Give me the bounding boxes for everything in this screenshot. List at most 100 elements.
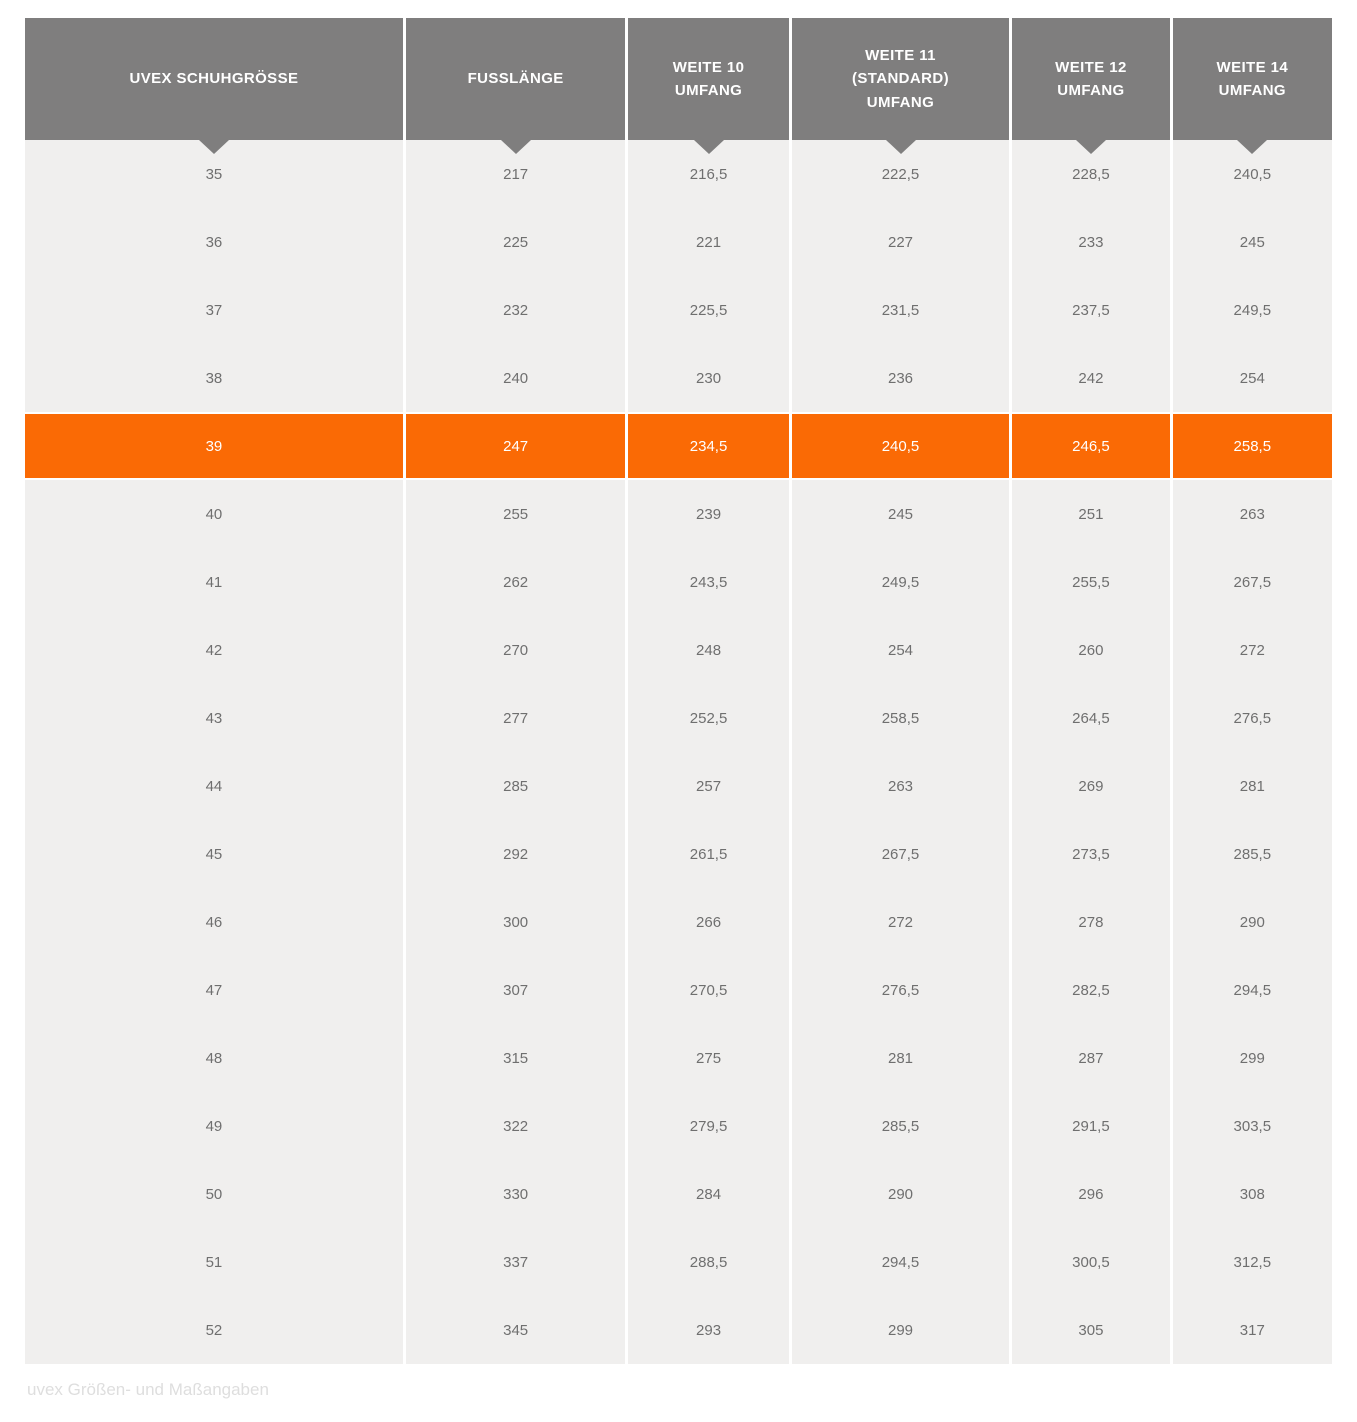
- table-cell: 240,5: [791, 414, 1010, 478]
- size-table: UVEX SCHUHGRÖSSE FUSSLÄNGE WEITE 10 UMFA…: [25, 18, 1332, 1364]
- table-cell: 281: [1172, 752, 1332, 820]
- table-cell: 315: [405, 1024, 626, 1092]
- table-row-highlighted: 39 247 234,5 240,5 246,5 258,5: [25, 412, 1332, 480]
- column-header-weite-10-umfang: WEITE 10 UMFANG: [628, 18, 789, 140]
- table-cell: 254: [1172, 344, 1332, 412]
- table-cell: 330: [405, 1160, 626, 1228]
- table-cell: 44: [25, 752, 403, 820]
- table-cell: 275: [628, 1024, 789, 1092]
- table-cell: 49: [25, 1092, 403, 1160]
- table-cell: 38: [25, 344, 403, 412]
- table-cell: 249,5: [1172, 276, 1332, 344]
- table-cell: 37: [25, 276, 403, 344]
- table-row: 41 262 243,5 249,5 255,5 267,5: [25, 548, 1332, 616]
- table-row: 40 255 239 245 251 263: [25, 480, 1332, 548]
- table-cell: 252,5: [628, 684, 789, 752]
- table-cell: 243,5: [628, 548, 789, 616]
- table-row: 47 307 270,5 276,5 282,5 294,5: [25, 956, 1332, 1024]
- table-cell: 276,5: [791, 956, 1010, 1024]
- table-cell: 255: [405, 480, 626, 548]
- table-cell: 317: [1172, 1296, 1332, 1364]
- table-cell: 248: [628, 616, 789, 684]
- table-cell: 303,5: [1172, 1092, 1332, 1160]
- table-cell: 270,5: [628, 956, 789, 1024]
- table-cell: 261,5: [628, 820, 789, 888]
- table-cell: 296: [1012, 1160, 1170, 1228]
- table-cell: 228,5: [1012, 140, 1170, 208]
- table-cell: 300: [405, 888, 626, 956]
- table-row: 45 292 261,5 267,5 273,5 285,5: [25, 820, 1332, 888]
- table-cell: 231,5: [791, 276, 1010, 344]
- column-header-weite-11-standard-umfang: WEITE 11 (STANDARD) UMFANG: [791, 18, 1010, 140]
- table-cell: 299: [791, 1296, 1010, 1364]
- table-cell: 258,5: [791, 684, 1010, 752]
- table-row: 36 225 221 227 233 245: [25, 208, 1332, 276]
- table-cell: 263: [1172, 480, 1332, 548]
- table-cell: 308: [1172, 1160, 1332, 1228]
- table-cell: 293: [628, 1296, 789, 1364]
- table-cell: 41: [25, 548, 403, 616]
- table-cell: 260: [1012, 616, 1170, 684]
- table-cell: 40: [25, 480, 403, 548]
- table-cell: 273,5: [1012, 820, 1170, 888]
- table-cell: 45: [25, 820, 403, 888]
- table-row: 52 345 293 299 305 317: [25, 1296, 1332, 1364]
- table-cell: 234,5: [628, 414, 789, 478]
- table-cell: 236: [791, 344, 1010, 412]
- table-cell: 245: [791, 480, 1010, 548]
- table-cell: 285,5: [791, 1092, 1010, 1160]
- table-cell: 282,5: [1012, 956, 1170, 1024]
- table-cell: 240: [405, 344, 626, 412]
- table-cell: 225,5: [628, 276, 789, 344]
- table-cell: 51: [25, 1228, 403, 1296]
- table-cell: 294,5: [791, 1228, 1010, 1296]
- table-cell: 299: [1172, 1024, 1332, 1092]
- table-cell: 221: [628, 208, 789, 276]
- table-cell: 294,5: [1172, 956, 1332, 1024]
- table-cell: 345: [405, 1296, 626, 1364]
- table-cell: 290: [791, 1160, 1010, 1228]
- column-header-weite-14-umfang: WEITE 14 UMFANG: [1172, 18, 1332, 140]
- table-cell: 277: [405, 684, 626, 752]
- table-cell: 300,5: [1012, 1228, 1170, 1296]
- table-cell: 312,5: [1172, 1228, 1332, 1296]
- table-cell: 43: [25, 684, 403, 752]
- table-cell: 290: [1172, 888, 1332, 956]
- table-cell: 264,5: [1012, 684, 1170, 752]
- table-cell: 36: [25, 208, 403, 276]
- table-cell: 322: [405, 1092, 626, 1160]
- table-cell: 262: [405, 548, 626, 616]
- table-cell: 237,5: [1012, 276, 1170, 344]
- table-cell: 47: [25, 956, 403, 1024]
- table-cell: 50: [25, 1160, 403, 1228]
- table-cell: 257: [628, 752, 789, 820]
- table-cell: 254: [791, 616, 1010, 684]
- table-row: 46 300 266 272 278 290: [25, 888, 1332, 956]
- table-cell: 285: [405, 752, 626, 820]
- table-cell: 232: [405, 276, 626, 344]
- table-cell: 337: [405, 1228, 626, 1296]
- table-cell: 247: [405, 414, 626, 478]
- table-row: 50 330 284 290 296 308: [25, 1160, 1332, 1228]
- column-header-fusslaenge: FUSSLÄNGE: [405, 18, 626, 140]
- table-cell: 216,5: [628, 140, 789, 208]
- table-cell: 266: [628, 888, 789, 956]
- table-cell: 251: [1012, 480, 1170, 548]
- table-cell: 46: [25, 888, 403, 956]
- table-cell: 39: [25, 414, 403, 478]
- table-caption: uvex Größen- und Maßangaben: [27, 1380, 269, 1399]
- column-header-weite-12-umfang: WEITE 12 UMFANG: [1012, 18, 1170, 140]
- table-cell: 284: [628, 1160, 789, 1228]
- table-row: 38 240 230 236 242 254: [25, 344, 1332, 412]
- table-cell: 42: [25, 616, 403, 684]
- table-cell: 245: [1172, 208, 1332, 276]
- table-cell: 288,5: [628, 1228, 789, 1296]
- table-cell: 305: [1012, 1296, 1170, 1364]
- table-cell: 270: [405, 616, 626, 684]
- table-cell: 278: [1012, 888, 1170, 956]
- table-row: 48 315 275 281 287 299: [25, 1024, 1332, 1092]
- table-cell: 292: [405, 820, 626, 888]
- table-cell: 48: [25, 1024, 403, 1092]
- table-cell: 239: [628, 480, 789, 548]
- table-cell: 291,5: [1012, 1092, 1170, 1160]
